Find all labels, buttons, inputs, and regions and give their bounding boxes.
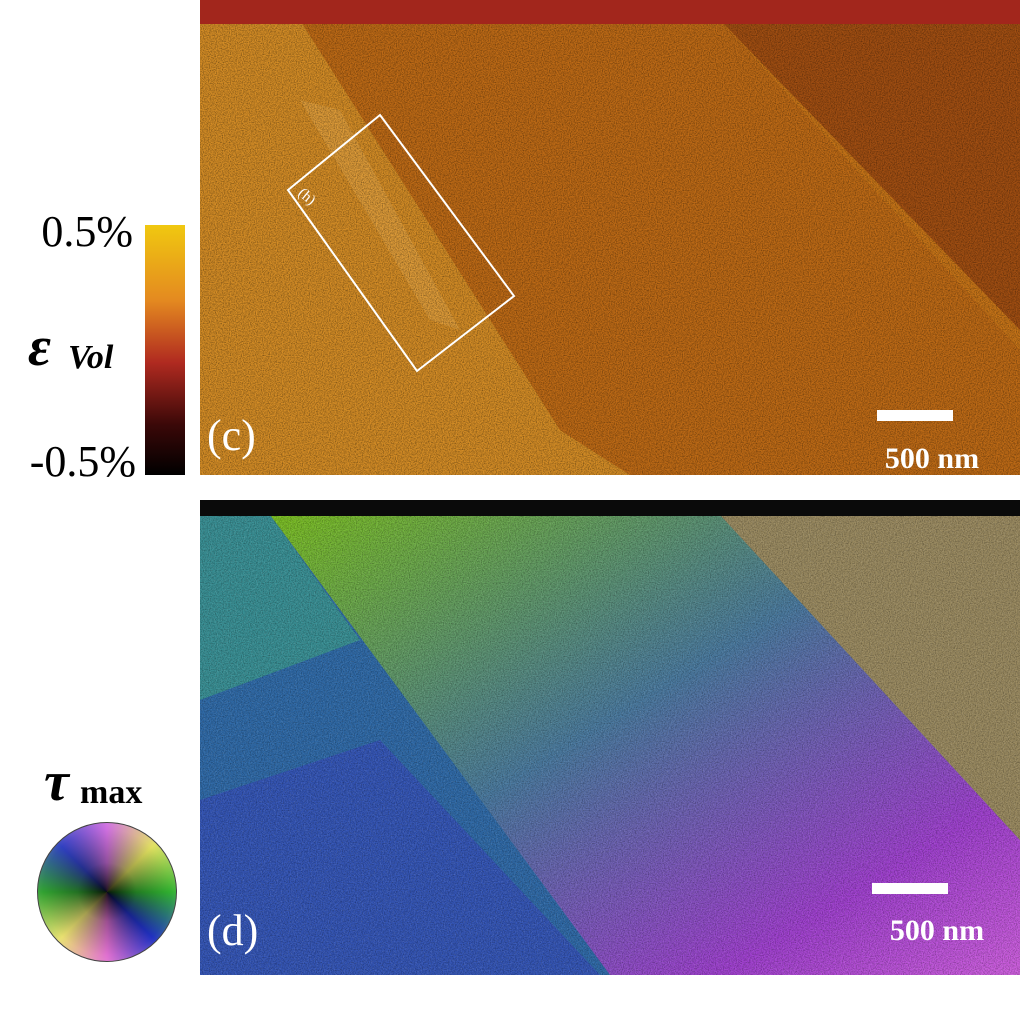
wheel-symbol: τ [44,751,71,813]
edge-strip [200,500,1020,516]
strain-map: (h) (c) 500 nm [200,0,1020,475]
scale-bar-label: 500 nm [885,442,979,475]
scale-bar-label: 500 nm [890,914,984,947]
wheel-subscript: max [80,774,142,811]
scale-bar [872,883,948,894]
scale-bar [877,410,953,421]
colorbar-min: -0.5% [30,437,136,486]
colorbar [145,225,185,475]
panel-label: (c) [207,411,256,460]
colorbar-symbol: ε [28,316,51,378]
colorbar-subscript: Vol [68,339,114,376]
edge-strip [200,0,1020,24]
texture [200,500,1020,975]
colorbar-max: 0.5% [41,207,133,256]
inset-box [286,113,516,373]
panel-label: (d) [207,906,258,955]
shear-map: (d) 500 nm [200,500,1020,975]
texture [200,0,1020,475]
color-wheel [37,822,177,962]
